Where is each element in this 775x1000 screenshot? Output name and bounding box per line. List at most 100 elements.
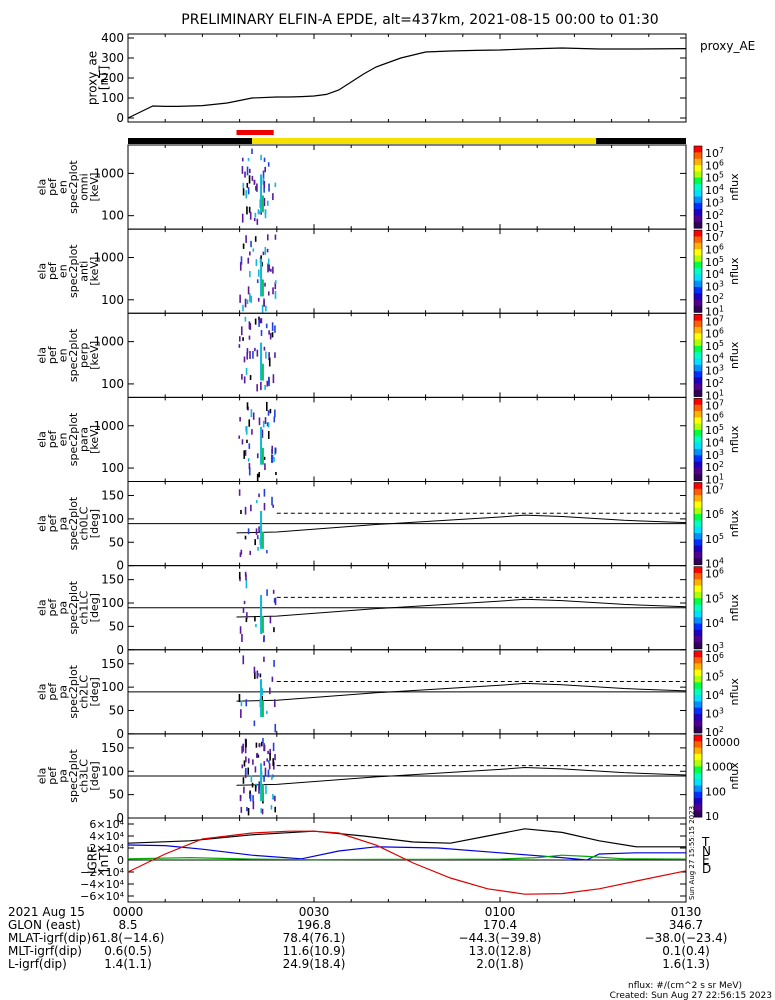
spectrum-pixel	[269, 687, 271, 695]
colorbar-tick-label: 107	[705, 230, 724, 244]
colorbar: 106 105 104 103 nflux	[693, 566, 741, 655]
status-segment	[252, 138, 597, 144]
colorbar-segment	[694, 734, 702, 742]
spectrum-pixel	[241, 633, 243, 643]
spectrum-pixel	[257, 546, 259, 551]
colorbar-frame	[693, 650, 703, 734]
colorbar-segment	[694, 404, 702, 412]
spectrum-pixel	[238, 693, 241, 703]
spectrum-pixel	[268, 264, 271, 272]
spectrum-pixel	[246, 166, 249, 176]
spectrum-pixel	[244, 449, 247, 456]
spectrum-pixel	[245, 756, 247, 763]
panel-ylabel: elapefenspec2plotanti[keV]	[36, 244, 101, 298]
spectrum-pixel	[247, 528, 250, 535]
spectrum-pixel	[263, 456, 266, 460]
spectrum-pixel	[271, 676, 274, 682]
spectrum-pixel	[272, 193, 274, 201]
panel-pa_spec2plot_ch1LC: elapefpaspec2plotch1LC[deg]1501005001061…	[36, 565, 741, 657]
x-tick-label: 0030	[299, 905, 330, 919]
colorbar-segment	[694, 202, 702, 210]
colorbar-tick-label: 104	[705, 557, 724, 571]
colorbar-segment	[694, 650, 702, 658]
spectrum-pixel	[271, 332, 274, 338]
colorbar-tick-label: 107	[705, 483, 724, 497]
spectrum-pixel	[239, 416, 241, 422]
spectrum-pixel	[255, 528, 258, 535]
spectrum-pixel	[271, 496, 273, 506]
spectrum-pixel	[246, 806, 248, 812]
colorbar-tick-label: 102	[705, 376, 724, 390]
spectrum-pixel	[246, 439, 248, 443]
colorbar-segment	[694, 423, 702, 431]
spectrum-pixel	[262, 636, 265, 643]
colorbar-segment	[694, 810, 702, 818]
spectrum-pixel	[274, 290, 277, 299]
spectrum-pixel	[273, 659, 275, 667]
y-tick-label: −2×10⁴	[80, 866, 124, 879]
spectrum-pixel	[268, 357, 271, 367]
spectrum-pixel	[253, 720, 256, 727]
spectrum-pixel	[261, 429, 264, 438]
spectrum-pixel	[239, 795, 242, 799]
spectrum-pixel	[267, 430, 270, 440]
colorbar-tick-label: 106	[705, 242, 724, 256]
spectrum-pixel	[258, 417, 261, 426]
colorbar-segment	[694, 507, 702, 515]
spectrum-pixel	[241, 439, 244, 445]
colorbar-segment	[694, 779, 702, 786]
colorbar-tick-label: 104	[705, 435, 724, 449]
colorbar-label: nflux	[728, 594, 741, 622]
orbit-value: −44.3(−39.8)	[459, 931, 542, 945]
colorbar-segment	[694, 293, 702, 301]
colorbar-segment	[694, 429, 702, 437]
spectrum-pixel	[268, 378, 270, 387]
colorbar-segment	[694, 785, 702, 793]
spectrum-pixel	[264, 166, 266, 173]
spectrum-pixel	[251, 782, 254, 788]
colorbar-frame	[693, 145, 703, 229]
igrf-legend-T: T	[701, 835, 710, 849]
spectrum-pixel	[272, 374, 275, 384]
spectrum-pixel	[263, 346, 266, 351]
y-tick-label: 1000	[93, 419, 124, 433]
colorbar-segment	[694, 579, 702, 587]
spectrum-pixel	[252, 800, 255, 810]
spectrum-pixel	[249, 375, 252, 380]
spectrum-pixel	[260, 381, 262, 391]
spectrum-pixel	[245, 235, 247, 243]
colorbar-segment	[694, 286, 702, 294]
spectrum-pixel	[258, 318, 261, 324]
orbit-value: 78.4(76.1)	[283, 931, 346, 945]
spectrum-pixel	[273, 457, 275, 463]
spectrum-pixel	[270, 454, 273, 463]
colorbar-segment	[694, 390, 702, 397]
colorbar-segment	[694, 345, 702, 353]
spectrum-pixel	[238, 435, 241, 439]
colorbar-segment	[694, 682, 702, 690]
spectrum-pixel	[260, 679, 263, 718]
orbit-value: 61.8(−14.6)	[92, 931, 165, 945]
spectrum-pixel	[262, 170, 265, 180]
orbit-value: 1.6(1.3)	[662, 957, 710, 971]
y-tick-label: 4×10⁴	[89, 830, 124, 843]
panel-frame	[127, 144, 687, 230]
spectrum-pixel	[254, 236, 257, 242]
spectrum-pixel	[274, 723, 277, 733]
spectrum-pixel	[267, 750, 269, 755]
colorbar-segment	[694, 268, 702, 275]
y-tick-label: 0	[117, 854, 124, 867]
colorbar-tick-label: 104	[705, 351, 724, 365]
colorbar: 106 105 104 103 102 nflux	[693, 650, 741, 739]
spectrum-pixel	[261, 279, 264, 297]
spectrum-pixel	[260, 211, 262, 215]
spectrum-pixel	[260, 258, 263, 297]
spectrum-pixel	[246, 351, 249, 360]
spectrum-pixel	[260, 318, 263, 324]
colorbar-segment	[694, 629, 702, 637]
spectrum-pixel	[252, 351, 254, 359]
colorbar-segment	[694, 274, 702, 282]
